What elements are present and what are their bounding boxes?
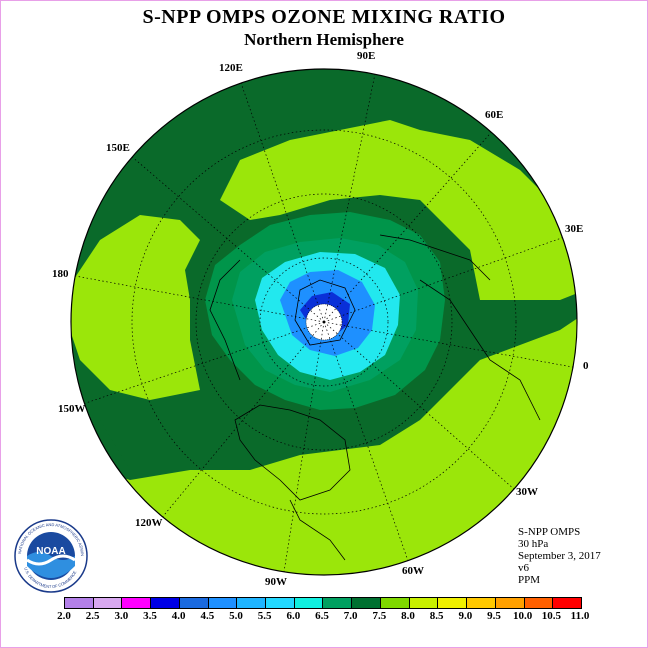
legend-swatch bbox=[553, 598, 581, 608]
legend-swatch bbox=[524, 598, 554, 608]
lon-label-60w: 60W bbox=[402, 565, 424, 577]
legend-tick-label: 4.0 bbox=[171, 610, 186, 622]
legend-tick-label: 8.5 bbox=[429, 610, 444, 622]
legend-swatch bbox=[438, 598, 468, 608]
legend-swatch bbox=[266, 598, 295, 608]
legend-swatch bbox=[380, 598, 410, 608]
lon-label-30w: 30W bbox=[516, 486, 538, 498]
legend-tick-label: 9.5 bbox=[487, 610, 501, 622]
lon-label-30e: 30E bbox=[565, 223, 584, 235]
legend-tick-label: 3.5 bbox=[143, 610, 157, 622]
lon-label-150w: 150W bbox=[58, 403, 86, 415]
info-instrument: S-NPP OMPS bbox=[518, 526, 581, 538]
info-units: PPM bbox=[518, 574, 541, 586]
legend-swatch bbox=[151, 598, 180, 608]
legend-swatch bbox=[294, 598, 324, 608]
legend-tick-label: 3.0 bbox=[114, 610, 129, 622]
coastlines bbox=[209, 234, 541, 561]
legend-tick-label: 7.0 bbox=[343, 610, 358, 622]
legend-tick-label: 2.5 bbox=[85, 610, 100, 622]
legend-tick-label: 10.0 bbox=[513, 610, 533, 622]
info-block: S-NPP OMPS 30 hPa September 3, 2017 v6 P… bbox=[518, 526, 601, 586]
legend-tick-label: 8.0 bbox=[401, 610, 415, 622]
map-boundary bbox=[70, 68, 578, 576]
lon-label-0: 0 bbox=[583, 360, 589, 372]
info-level: 30 hPa bbox=[518, 538, 549, 550]
light-green-region-north bbox=[220, 120, 577, 300]
legend-tick-label: 2.0 bbox=[57, 610, 71, 622]
legend-swatch bbox=[65, 598, 94, 608]
lon-label-180: 180 bbox=[52, 268, 69, 280]
legend-tick-label: 11.0 bbox=[570, 610, 590, 622]
legend-tick-label: 6.5 bbox=[315, 610, 329, 622]
map-subtitle: Northern Hemisphere bbox=[244, 30, 404, 49]
lon-label-90e: 90E bbox=[357, 50, 376, 62]
legend-tick-label: 4.5 bbox=[200, 610, 215, 622]
map-title: S-NPP OMPS OZONE MIXING RATIO bbox=[142, 6, 506, 28]
legend-swatch bbox=[467, 598, 496, 608]
legend-swatch bbox=[495, 598, 525, 608]
legend-ticks: 2.0 2.5 3.0 3.5 4.0 4.5 5.0 5.5 6.0 6.5 7.0 7.5 8.0 8… bbox=[44, 610, 604, 624]
legend-tick-label: 9.0 bbox=[458, 610, 473, 622]
graticule bbox=[71, 73, 577, 575]
legend-swatch bbox=[352, 598, 381, 608]
noaa-logo: NOAA NATIONAL OCEANIC AND ATMOSPHERIC AD… bbox=[13, 518, 88, 593]
legend-swatch bbox=[409, 598, 439, 608]
legend-tick-label: 5.5 bbox=[257, 610, 272, 622]
legend-swatch bbox=[237, 598, 267, 608]
color-legend bbox=[64, 597, 582, 609]
legend-tick-label: 7.5 bbox=[372, 610, 387, 622]
legend-tick-label: 10.5 bbox=[541, 610, 561, 622]
lon-label-60e: 60E bbox=[485, 109, 504, 121]
lon-label-120w: 120W bbox=[135, 517, 163, 529]
legend-tick-label: 6.0 bbox=[286, 610, 301, 622]
legend-tick-label: 5.0 bbox=[229, 610, 243, 622]
info-date: September 3, 2017 bbox=[518, 550, 601, 562]
light-green-region-west bbox=[71, 215, 200, 400]
lon-label-90w: 90W bbox=[265, 576, 287, 588]
legend-swatch bbox=[208, 598, 238, 608]
legend-swatch bbox=[179, 598, 209, 608]
info-version: v6 bbox=[518, 562, 529, 574]
legend-swatch bbox=[122, 598, 152, 608]
lon-label-150e: 150E bbox=[106, 142, 130, 154]
noaa-logo-label: NOAA bbox=[36, 546, 65, 557]
lon-label-120e: 120E bbox=[219, 62, 243, 74]
legend-swatch bbox=[93, 598, 123, 608]
legend-swatch bbox=[323, 598, 353, 608]
